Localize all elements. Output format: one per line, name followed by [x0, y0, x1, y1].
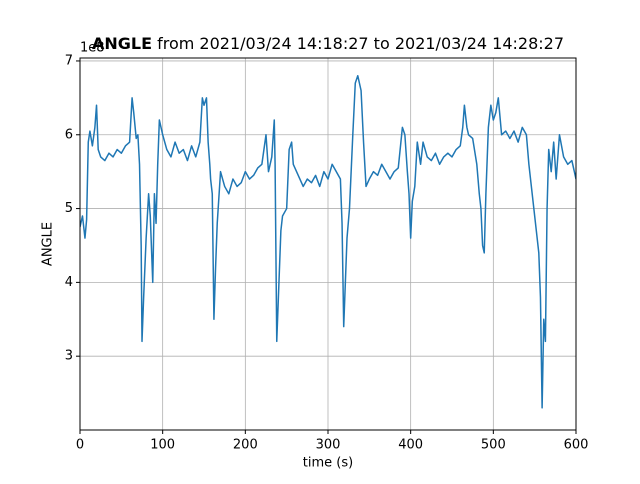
y-offset-label: 1e8	[80, 41, 105, 56]
x-tick-label: 400	[398, 438, 423, 453]
y-tick-label: 6	[65, 127, 73, 142]
data-line	[80, 74, 576, 409]
x-tick-label: 300	[316, 438, 341, 453]
x-tick-label: 200	[233, 438, 258, 453]
y-tick-label: 7	[65, 53, 73, 68]
x-tick-label: 600	[564, 438, 589, 453]
title-rest: from 2021/03/24 14:18:27 to 2021/03/24 1…	[157, 34, 564, 53]
y-tick-label: 5	[65, 201, 73, 216]
title-bold: ANGLE	[92, 34, 152, 53]
x-tick-label: 0	[76, 438, 84, 453]
plot-frame	[79, 57, 577, 431]
x-axis-label: time (s)	[303, 456, 353, 471]
x-tick-label: 100	[150, 438, 175, 453]
x-tick-label: 500	[481, 438, 506, 453]
y-tick-label: 4	[65, 275, 73, 290]
y-tick-label: 3	[65, 349, 73, 364]
y-axis-label: ANGLE	[41, 222, 56, 266]
chart-title: ANGLE from 2021/03/24 14:18:27 to 2021/0…	[92, 34, 564, 53]
